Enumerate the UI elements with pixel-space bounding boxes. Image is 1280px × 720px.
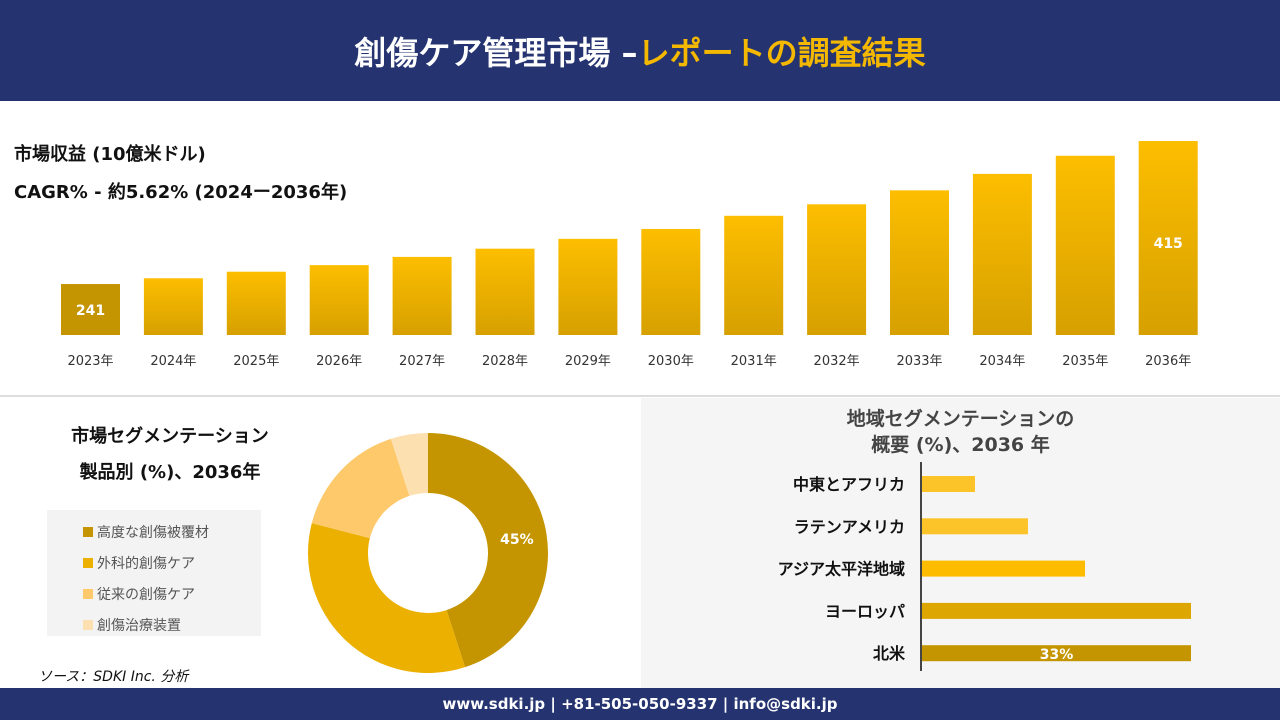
x-tick-label: 2036年 [1145, 354, 1191, 369]
x-tick-label: 2029年 [565, 354, 611, 369]
legend-label: 外科的創傷ケア [97, 555, 195, 572]
region-title-2: 概要 (%)、2036 年 [871, 434, 1050, 456]
y-tick-label: ヨーロッパ [825, 602, 905, 621]
x-tick-label: 2033年 [896, 354, 942, 369]
header-banner: 創傷ケア管理市場 – レポートの調査結果 [0, 0, 1280, 101]
bar-2024年 [143, 278, 203, 335]
legend-item: 従来の創傷ケア [83, 578, 261, 609]
data-label: 33% [1040, 647, 1074, 663]
y-tick-label: 中東とアフリカ [793, 475, 905, 494]
bar-ヨーロッパ [922, 602, 1191, 619]
product-title-2: 製品別 (%)、2036年 [79, 462, 261, 483]
footer-contact: www.sdki.jp | +81-505-050-9337 | info@sd… [0, 688, 1280, 720]
x-tick-label: 2035年 [1062, 354, 1108, 369]
legend-swatch [83, 588, 93, 599]
x-tick-label: 2025年 [233, 354, 279, 369]
bar-2027年 [392, 256, 452, 335]
bar-2026年 [309, 265, 369, 335]
bar-ラテンアメリカ [922, 518, 1028, 535]
revenue-bar-chart: 2023年 241 2024年 2025年 2026年 2027年 2028年 2029年 20… [61, 141, 1198, 369]
x-tick-label: 2030年 [648, 354, 694, 369]
bar-2030年 [641, 228, 701, 335]
x-tick-label: 2028年 [482, 354, 528, 369]
data-label: 241 [76, 303, 105, 319]
legend-swatch [83, 557, 93, 568]
y-tick-label: ラテンアメリカ [794, 517, 905, 536]
legend-label: 高度な創傷被覆材 [97, 524, 209, 541]
donut-slice-従来の創傷ケア [311, 438, 410, 539]
donut-legend: 高度な創傷被覆材 外科的創傷ケア 従来の創傷ケア 創傷治療装置 [47, 510, 261, 636]
legend-item: 高度な創傷被覆材 [83, 516, 261, 547]
bar-2036年 [1138, 141, 1198, 335]
title-accent: レポートの調査結果 [637, 33, 926, 72]
legend-item: 外科的創傷ケア [83, 547, 261, 578]
bar-中東とアフリカ [922, 476, 975, 492]
data-label: 45% [500, 532, 534, 548]
y-tick-label: アジア太平洋地域 [778, 560, 905, 579]
donut-slice-創傷治療装置 [390, 433, 428, 496]
donut-slice-外科的創傷ケア [308, 523, 466, 673]
legend-item: 創傷治療装置 [83, 609, 261, 640]
region-segment-panel: 地域セグメンテーションの 概要 (%)、2036 年 中東とアフリカ ラテンアメリ… [641, 398, 1280, 688]
revenue-label: 市場収益 (10億米ドル) [14, 144, 206, 165]
legend-swatch [83, 619, 93, 630]
bar-2033年 [890, 190, 949, 335]
product-donut-chart: 45% [308, 433, 549, 673]
product-title-1: 市場セグメンテーション [71, 426, 269, 447]
x-tick-label: 2024年 [150, 354, 196, 369]
x-tick-label: 2034年 [979, 354, 1025, 369]
title-main: 創傷ケア管理市場 – [354, 33, 638, 72]
divider [0, 395, 1280, 397]
bar-2029年 [558, 238, 618, 335]
product-segment-panel: 市場セグメンテーション 製品別 (%)、2036年 高度な創傷被覆材 外科的創傷ケ… [0, 398, 640, 688]
y-tick-label: 北米 [873, 644, 906, 663]
data-label: 415 [1154, 236, 1183, 252]
bar-2028年 [475, 248, 535, 335]
region-title-1: 地域セグメンテーションの [846, 408, 1075, 430]
legend-label: 従来の創傷ケア [97, 586, 195, 603]
source-note: ソース：SDKI Inc. 分析 [38, 669, 189, 685]
bar-2032年 [807, 204, 867, 335]
donut-slice-高度な創傷被覆材 [428, 433, 549, 668]
x-tick-label: 2027年 [399, 354, 445, 369]
bar-2034年 [972, 173, 1032, 335]
bar-2023年 [61, 284, 120, 335]
bar-2031年 [724, 215, 784, 335]
cagr-label: CAGR% - 約5.62% (2024ー2036年) [14, 182, 348, 203]
legend-label: 創傷治療装置 [97, 617, 181, 634]
x-tick-label: 2026年 [316, 354, 362, 369]
x-tick-label: 2023年 [67, 354, 113, 369]
bar-2035年 [1055, 155, 1115, 335]
x-tick-label: 2032年 [814, 354, 860, 369]
legend-swatch [83, 526, 93, 537]
bar-アジア太平洋地域 [922, 560, 1086, 577]
bar-北米 [922, 645, 1191, 662]
bar-2025年 [226, 271, 286, 335]
x-tick-label: 2031年 [731, 354, 777, 369]
